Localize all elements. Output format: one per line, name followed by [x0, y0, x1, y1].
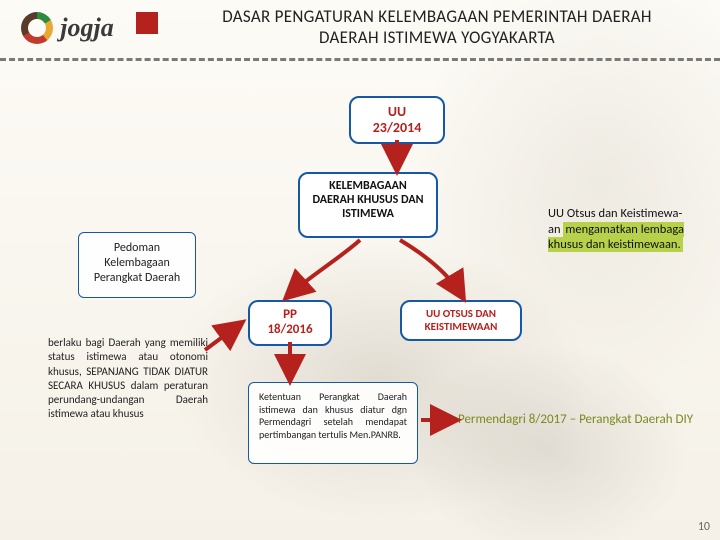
logo-mark-icon: [18, 9, 56, 47]
logo-text: jogja: [60, 13, 113, 43]
node-pedoman: Pedoman Kelembagaan Perangkat Daerah: [78, 232, 196, 298]
title-line-1: DASAR PENGATURAN KELEMBAGAAN PEMERINTAH …: [166, 6, 708, 27]
node-pp-line2: 18/2016: [260, 323, 320, 338]
node-pp-18-2016: PP 18/2016: [248, 300, 332, 346]
logo: jogja: [6, 6, 126, 50]
node-uu-otsus: UU OTSUS DAN KEISTIMEWAAN: [400, 300, 522, 341]
node-ketentuan: Ketentuan Perangkat Daerah istimewa dan …: [248, 382, 418, 464]
divider-dashed: [0, 58, 720, 61]
outcome-permendagri: Permendagri 8/2017 – Perangkat Daerah DI…: [458, 412, 698, 427]
accent-square-icon: [136, 12, 158, 34]
title-line-2: DAERAH ISTIMEWA YOGYAKARTA: [166, 27, 708, 48]
header: jogja DASAR PENGATURAN KELEMBAGAAN PEMER…: [0, 6, 708, 50]
paragraph-left: berlaku bagi Daerah yang memiliki status…: [48, 336, 208, 422]
note-highlight: mengamatkan lembaga khusus dan keistimew…: [548, 222, 684, 253]
page-number: 10: [698, 520, 710, 534]
node-uu-line2: 23/2014: [361, 120, 433, 136]
node-kelembagaan: KELEMBAGAAN DAERAH KHUSUS DAN ISTIMEWA: [298, 172, 438, 238]
node-pp-line1: PP: [260, 308, 320, 323]
arrow: [205, 324, 240, 350]
node-uu-23-2014: UU 23/2014: [349, 96, 445, 144]
slide-stage: jogja DASAR PENGATURAN KELEMBAGAAN PEMER…: [0, 0, 720, 540]
arrow: [288, 240, 360, 296]
slide-title: DASAR PENGATURAN KELEMBAGAAN PEMERINTAH …: [166, 6, 708, 48]
note-otsus-highlight: UU Otsus dan Keistimewa-an mengamatkan l…: [548, 206, 694, 253]
arrow: [400, 240, 462, 296]
node-uu-line1: UU: [361, 104, 433, 120]
